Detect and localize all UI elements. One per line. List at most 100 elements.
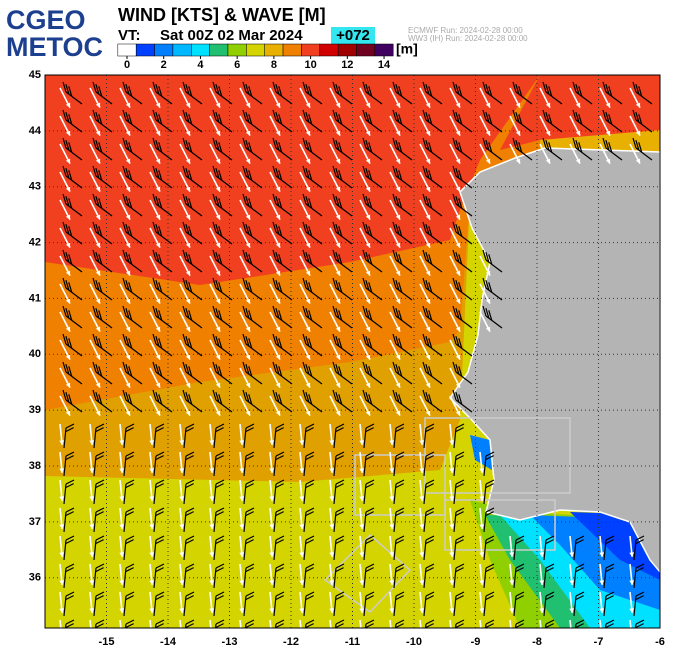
wave-arrow-head bbox=[509, 636, 514, 641]
wave-arrow-head bbox=[425, 410, 431, 416]
wind-barb-flag bbox=[242, 193, 247, 205]
wind-barb-flag bbox=[65, 423, 75, 429]
wind-barb-flag bbox=[155, 483, 164, 489]
wind-barb-flag bbox=[125, 307, 130, 319]
wind-barb-flag bbox=[248, 226, 253, 237]
wind-barb-flag bbox=[188, 198, 193, 209]
wind-barb-flag bbox=[368, 254, 373, 265]
wind-barb-flag bbox=[398, 198, 403, 209]
wind-barb-flag bbox=[488, 114, 493, 125]
wave-arrow-head bbox=[65, 354, 71, 360]
wind-barb-flag bbox=[638, 86, 643, 97]
wind-barb-flag bbox=[188, 338, 193, 349]
wind-barb-flag bbox=[335, 483, 344, 489]
wind-barb-flag bbox=[125, 251, 130, 263]
wave-arrow-head bbox=[275, 326, 281, 332]
wind-barb-flag bbox=[572, 109, 577, 121]
wind-barb-flag bbox=[185, 455, 194, 461]
wave-arrow-head bbox=[185, 354, 191, 360]
wind-barb-flag bbox=[125, 563, 135, 569]
wave-arrow-head bbox=[449, 552, 455, 557]
wind-barb-flag bbox=[335, 595, 344, 601]
wind-barb-flag bbox=[365, 535, 375, 541]
wave-arrow-head bbox=[359, 552, 365, 557]
wind-barb-flag bbox=[125, 451, 135, 457]
wind-barb-flag bbox=[335, 563, 345, 569]
wave-arrow-head bbox=[185, 270, 191, 276]
wind-barb-flag bbox=[215, 539, 224, 545]
colorbar-label: 12 bbox=[341, 59, 353, 71]
wind-barb-flag bbox=[452, 389, 457, 401]
wind-barb-flag bbox=[215, 111, 220, 123]
wave-arrow-head bbox=[305, 326, 311, 332]
wind-barb-flag bbox=[455, 535, 465, 541]
wind-barb-flag bbox=[452, 137, 457, 149]
wave-arrow-head bbox=[455, 102, 461, 108]
wind-barb-flag bbox=[155, 423, 165, 429]
wind-barb-flag bbox=[542, 109, 547, 121]
wind-barb-flag bbox=[395, 623, 404, 628]
wind-barb-flag bbox=[485, 535, 495, 541]
wind-barb-flag bbox=[275, 391, 280, 403]
wind-barb-flag bbox=[425, 251, 430, 263]
wind-barb-flag bbox=[185, 223, 190, 235]
wave-arrow-head bbox=[65, 214, 71, 220]
wave-arrow-head bbox=[545, 158, 551, 164]
wind-barb-flag bbox=[515, 623, 524, 628]
wind-barb-flag bbox=[398, 170, 403, 181]
wave-arrow-head bbox=[95, 130, 101, 136]
colorbar-swatch bbox=[227, 43, 247, 57]
wind-barb-flag bbox=[218, 114, 223, 125]
wind-barb-flag bbox=[242, 249, 247, 261]
wave-arrow-head bbox=[155, 102, 161, 108]
wind-barb-flag bbox=[485, 619, 495, 625]
wave-arrow-head bbox=[365, 270, 371, 276]
wave-arrow-head bbox=[479, 496, 485, 501]
wind-barb-flag bbox=[155, 139, 160, 151]
wind-barb-flag bbox=[482, 137, 487, 149]
wave-arrow-head bbox=[299, 440, 305, 445]
wind-barb-flag bbox=[92, 389, 97, 401]
wind-barb-flag bbox=[365, 451, 375, 457]
wind-barb-flag bbox=[65, 479, 75, 485]
wind-barb-flag bbox=[335, 451, 345, 457]
colorbar-label: 8 bbox=[271, 59, 277, 71]
wind-barb-flag bbox=[245, 507, 255, 513]
wave-arrow-head bbox=[185, 130, 191, 136]
wind-barb-flag bbox=[632, 137, 637, 149]
wind-barb-flag bbox=[128, 226, 133, 237]
wave-arrow-head bbox=[119, 468, 125, 473]
wave-arrow bbox=[239, 619, 242, 628]
wind-barb-flag bbox=[98, 226, 103, 237]
wind-barb-flag bbox=[338, 226, 343, 237]
wind-barb-flag bbox=[185, 363, 190, 375]
wind-barb-flag bbox=[185, 483, 194, 489]
wind-barb-flag bbox=[545, 623, 554, 628]
wind-barb-flag bbox=[152, 361, 157, 373]
wind-barb-flag bbox=[152, 81, 157, 93]
wave-arrow-head bbox=[365, 130, 371, 136]
colorbar-label: 2 bbox=[161, 59, 167, 71]
wind-barb-flag bbox=[425, 167, 430, 179]
wave-arrow-head bbox=[269, 496, 275, 501]
wave-arrow-head bbox=[149, 496, 155, 501]
wave-arrow-head bbox=[635, 158, 641, 164]
wave-arrow-head bbox=[215, 102, 221, 108]
wave-arrow-head bbox=[119, 440, 125, 445]
wave-arrow-head bbox=[95, 354, 101, 360]
wind-barb-flag bbox=[305, 623, 314, 628]
wave-arrow-head bbox=[335, 410, 341, 416]
wave-arrow bbox=[59, 619, 62, 628]
wind-barb-flag bbox=[458, 86, 463, 97]
wind-barb-flag bbox=[65, 307, 70, 319]
wind-barb-flag bbox=[212, 193, 217, 205]
wind-barb-flag bbox=[482, 277, 487, 289]
wave-arrow-head bbox=[485, 130, 491, 136]
vt-label: VT: bbox=[118, 27, 141, 44]
wind-barb-flag bbox=[335, 195, 340, 207]
wind-barb-flag bbox=[395, 535, 405, 541]
wave-arrow-head bbox=[179, 440, 185, 445]
wave-arrow-head bbox=[245, 158, 251, 164]
wind-barb-flag bbox=[455, 427, 464, 433]
wind-barb-flag bbox=[335, 455, 344, 461]
